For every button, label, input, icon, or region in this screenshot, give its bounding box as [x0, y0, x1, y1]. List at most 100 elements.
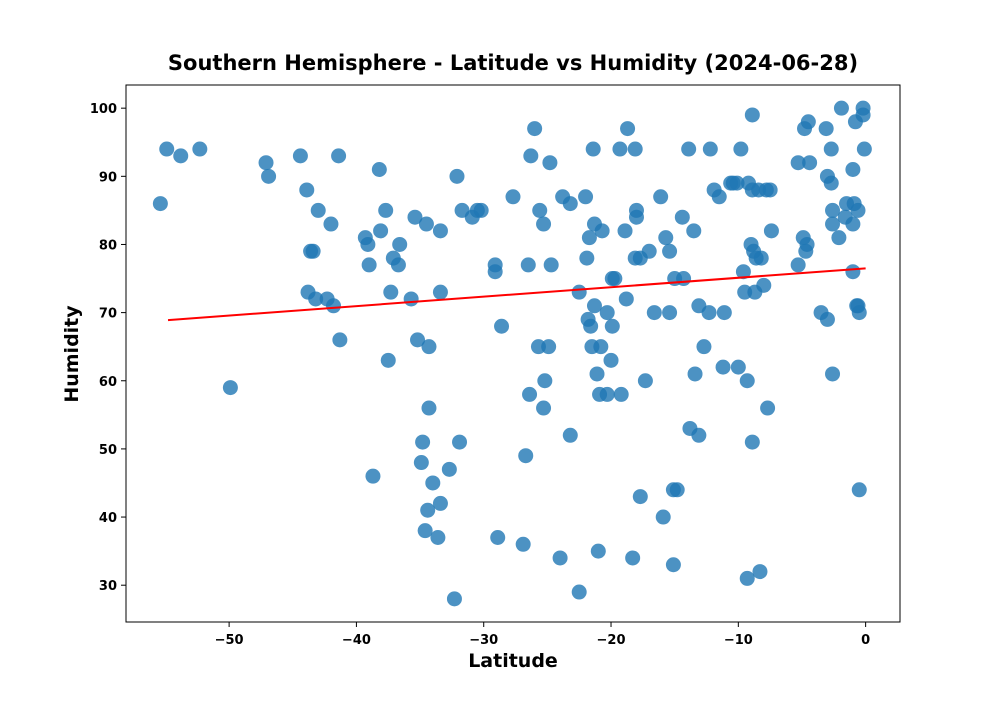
- point: [681, 141, 697, 157]
- point: [292, 148, 308, 164]
- point: [515, 536, 531, 552]
- point: [612, 141, 628, 157]
- point: [520, 257, 536, 273]
- point: [505, 189, 521, 205]
- point: [628, 209, 644, 225]
- y-tick-label: 40: [99, 511, 117, 526]
- point: [658, 230, 674, 246]
- point: [562, 196, 578, 212]
- point: [599, 305, 615, 321]
- point: [308, 291, 324, 307]
- point: [541, 339, 557, 355]
- point: [407, 209, 423, 225]
- point: [522, 386, 538, 402]
- point: [542, 155, 558, 171]
- y-tick-label: 100: [90, 102, 117, 117]
- point: [674, 209, 690, 225]
- point: [845, 216, 861, 232]
- point: [739, 373, 755, 389]
- point: [617, 223, 633, 239]
- point: [310, 202, 326, 218]
- point: [578, 189, 594, 205]
- plot-frame: [125, 84, 901, 623]
- point: [799, 236, 815, 252]
- y-tick-label: 90: [99, 170, 117, 185]
- y-tick-label: 80: [99, 238, 117, 253]
- point: [686, 223, 702, 239]
- x-tick-label: 0: [861, 633, 870, 648]
- point: [446, 591, 462, 607]
- point: [152, 196, 168, 212]
- point: [418, 216, 434, 232]
- point: [802, 155, 818, 171]
- point: [687, 366, 703, 382]
- point: [607, 271, 623, 287]
- point: [305, 243, 321, 259]
- point: [733, 141, 749, 157]
- point: [618, 291, 634, 307]
- point: [383, 284, 399, 300]
- point: [744, 434, 760, 450]
- point: [632, 489, 648, 505]
- point: [735, 264, 751, 280]
- point: [331, 148, 347, 164]
- point: [625, 550, 641, 566]
- point: [586, 298, 602, 314]
- chart-title: Southern Hemisphere - Latitude vs Humidi…: [168, 51, 858, 75]
- point: [380, 352, 396, 368]
- point: [378, 202, 394, 218]
- point: [603, 352, 619, 368]
- point: [744, 107, 760, 123]
- point: [371, 162, 387, 178]
- point: [432, 495, 448, 511]
- point: [594, 223, 610, 239]
- point: [655, 509, 671, 525]
- point: [432, 223, 448, 239]
- point: [613, 386, 629, 402]
- point: [850, 202, 866, 218]
- point: [360, 236, 376, 252]
- point: [258, 155, 274, 171]
- point: [753, 250, 769, 266]
- point: [543, 257, 559, 273]
- regression-line: [167, 267, 866, 322]
- point: [527, 121, 543, 137]
- point: [222, 380, 238, 396]
- point: [332, 332, 348, 348]
- point: [323, 216, 339, 232]
- point: [361, 257, 377, 273]
- point: [421, 339, 437, 355]
- point: [729, 175, 745, 191]
- point: [739, 570, 755, 586]
- y-axis-label: Humidity: [61, 305, 83, 403]
- point: [441, 461, 457, 477]
- point: [536, 400, 552, 416]
- point: [571, 284, 587, 300]
- y-tick-label: 50: [99, 443, 117, 458]
- point: [662, 243, 678, 259]
- point: [763, 223, 779, 239]
- point: [425, 475, 441, 491]
- point: [653, 189, 669, 205]
- point: [819, 311, 835, 327]
- point: [532, 202, 548, 218]
- point: [851, 305, 867, 321]
- point: [800, 114, 816, 130]
- point: [855, 100, 871, 116]
- point: [760, 400, 776, 416]
- point: [373, 223, 389, 239]
- point: [845, 162, 861, 178]
- point: [641, 243, 657, 259]
- point: [593, 339, 609, 355]
- point: [581, 230, 597, 246]
- point: [825, 366, 841, 382]
- point: [523, 148, 539, 164]
- point: [790, 257, 806, 273]
- point: [452, 434, 468, 450]
- point: [730, 359, 746, 375]
- x-tick-label: −30: [469, 633, 498, 648]
- x-tick-label: −20: [597, 633, 626, 648]
- point: [410, 332, 426, 348]
- x-axis-label: Latitude: [468, 650, 558, 672]
- point: [599, 386, 615, 402]
